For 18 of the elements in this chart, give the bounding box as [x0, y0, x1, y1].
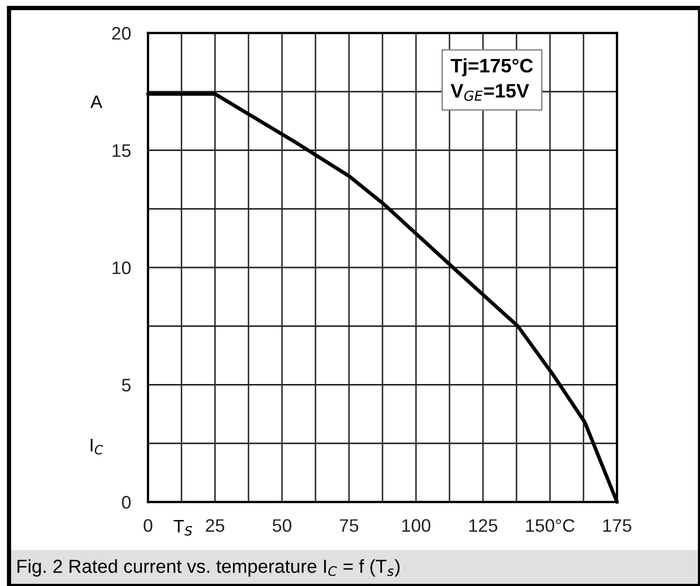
x-tick-label: 150°C: [526, 519, 575, 532]
y-tick-label: 20: [112, 26, 131, 40]
x-tick-label: 125: [469, 519, 498, 532]
text: Fig. 2 Rated current vs. temperature I$_{C}$ = f (T$_{s}$): [18, 559, 400, 577]
x-tick-label: 75: [340, 519, 358, 532]
x-tick-label: 25: [206, 519, 224, 532]
y-axis-title: I$_{C}$: [90, 438, 104, 454]
y-tick-label: 0: [122, 496, 131, 509]
x-tick-label: 50: [272, 519, 292, 532]
x-tick-label: 0: [144, 519, 152, 532]
x-tick-label: 175: [603, 519, 632, 532]
annotation: Tj=175°C V$_{GE}$=15V: [450, 58, 533, 101]
text: A: [90, 96, 102, 108]
x-tick-label: 100: [402, 519, 430, 532]
y-tick-label: 10: [112, 261, 131, 274]
x-axis-title: T$_{S}$: [174, 520, 192, 536]
y-tick-label: 5: [122, 378, 131, 392]
y-tick-label: 15: [112, 144, 131, 157]
